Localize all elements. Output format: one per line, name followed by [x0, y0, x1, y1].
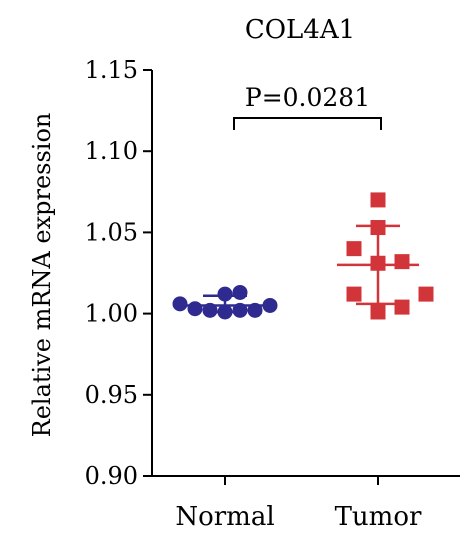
y-tick-label: 0.95	[85, 381, 138, 409]
data-point	[172, 296, 188, 312]
data-point	[187, 301, 203, 317]
data-point	[394, 254, 410, 270]
y-tick-label: 1.15	[85, 56, 138, 84]
x-tick-label-tumor: Tumor	[335, 502, 422, 532]
series-tumor	[337, 192, 434, 320]
data-point	[217, 286, 233, 302]
y-tick-label: 0.90	[85, 462, 138, 490]
data-point	[418, 286, 434, 302]
data-point	[232, 284, 248, 300]
y-axis-label: Relative mRNA expression	[28, 113, 56, 438]
data-point	[346, 241, 362, 257]
x-tick-label-normal: Normal	[175, 502, 274, 532]
data-point	[346, 286, 362, 302]
chart-title: COL4A1	[245, 15, 355, 45]
y-tick-label: 1.10	[85, 137, 138, 165]
data-point	[370, 304, 386, 320]
p-value-label: P=0.0281	[245, 83, 370, 112]
data-point	[370, 192, 386, 208]
y-tick-label: 1.05	[85, 218, 138, 246]
y-tick-label: 1.00	[85, 300, 138, 328]
data-point	[262, 297, 278, 313]
series-normal	[172, 284, 278, 320]
data-point	[394, 299, 410, 315]
significance-bracket	[233, 117, 382, 130]
